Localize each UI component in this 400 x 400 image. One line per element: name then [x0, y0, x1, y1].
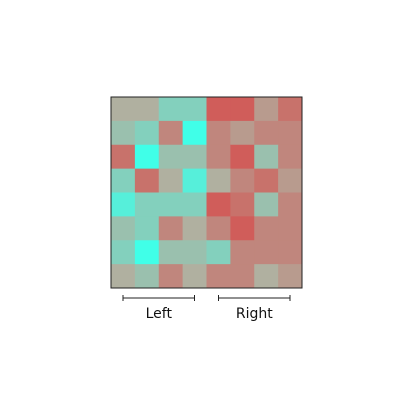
heatmap-cell-r1-c4 [206, 120, 231, 146]
heatmap-cell-r1-c3 [182, 120, 207, 146]
heatmap-cell-r3-c6 [254, 168, 279, 193]
heatmap-cell-r7-c7 [278, 264, 303, 289]
heatmap-cell-r2-c6 [254, 144, 279, 170]
heatmap-cell-r0-c7 [278, 97, 303, 122]
heatmap-cell-r2-c3 [182, 144, 207, 170]
heatmap-cell-r1-c5 [230, 120, 255, 146]
plot-frame [110, 96, 303, 289]
heatmap-cell-r3-c4 [206, 168, 231, 193]
heatmap-cell-r6-c0 [111, 240, 136, 265]
heatmap-cell-r6-c5 [230, 240, 255, 265]
heatmap-cell-r0-c5 [230, 97, 255, 122]
heatmap-cell-r6-c4 [206, 240, 231, 265]
heatmap-cell-r7-c0 [111, 264, 136, 289]
heatmap-cell-r3-c1 [134, 168, 160, 193]
heatmap-cell-r5-c1 [134, 216, 160, 241]
heatmap-cell-r0-c2 [158, 97, 184, 122]
heatmap-cell-r4-c2 [158, 192, 184, 217]
group-label-left: Left [146, 306, 173, 322]
heatmap-cell-r0-c0 [111, 97, 136, 122]
heatmap-cell-r3-c2 [158, 168, 184, 193]
heatmap-cell-r3-c5 [230, 168, 255, 193]
heatmap-cell-r1-c7 [278, 120, 303, 146]
heatmap-cell-r6-c3 [182, 240, 207, 265]
heatmap-cell-r5-c5 [230, 216, 255, 241]
heatmap-cells [111, 97, 303, 289]
heatmap-cell-r6-c7 [278, 240, 303, 265]
heatmap-cell-r4-c7 [278, 192, 303, 217]
heatmap-cell-r3-c3 [182, 168, 207, 193]
heatmap-cell-r3-c0 [111, 168, 136, 193]
heatmap-cell-r2-c0 [111, 144, 136, 170]
heatmap-cell-r7-c4 [206, 264, 231, 289]
group-left: Left [122, 295, 195, 322]
heatmap-cell-r4-c4 [206, 192, 231, 217]
heatmap-cell-r7-c5 [230, 264, 255, 289]
heatmap-cell-r4-c5 [230, 192, 255, 217]
heatmap-cell-r7-c6 [254, 264, 279, 289]
heatmap-cell-r7-c1 [134, 264, 160, 289]
heatmap-cell-r4-c3 [182, 192, 207, 217]
heatmap-cell-r1-c6 [254, 120, 279, 146]
heatmap-cell-r6-c2 [158, 240, 184, 265]
heatmap-cell-r5-c7 [278, 216, 303, 241]
group-label-right: Right [236, 306, 273, 322]
group-right: Right [218, 295, 291, 322]
heatmap-cell-r1-c1 [134, 120, 160, 146]
heatmap-cell-r5-c2 [158, 216, 184, 241]
heatmap-cell-r4-c6 [254, 192, 279, 217]
heatmap-cell-r1-c2 [158, 120, 184, 146]
heatmap-cell-r0-c4 [206, 97, 231, 122]
heatmap-cell-r4-c1 [134, 192, 160, 217]
heatmap-cell-r7-c3 [182, 264, 207, 289]
heatmap-cell-r0-c6 [254, 97, 279, 122]
heatmap-cell-r0-c1 [134, 97, 160, 122]
heatmap-cell-r3-c7 [278, 168, 303, 193]
heatmap-cell-r7-c2 [158, 264, 184, 289]
heatmap-cell-r5-c3 [182, 216, 207, 241]
heatmap-cell-r2-c1 [134, 144, 160, 170]
heatmap-cell-r2-c5 [230, 144, 255, 170]
heatmap-cell-r6-c6 [254, 240, 279, 265]
heatmap-cell-r2-c2 [158, 144, 184, 170]
heatmap-cell-r2-c7 [278, 144, 303, 170]
heatmap-cell-r5-c4 [206, 216, 231, 241]
heatmap-cell-r2-c4 [206, 144, 231, 170]
group-brackets: Left Right [122, 295, 291, 322]
heatmap-cell-r0-c3 [182, 97, 207, 122]
heatmap-cell-r5-c6 [254, 216, 279, 241]
heatmap-cell-r6-c1 [134, 240, 160, 265]
heatmap-cell-r1-c0 [111, 120, 136, 146]
heatmap-cell-r5-c0 [111, 216, 136, 241]
heatmap-cell-r4-c0 [111, 192, 136, 217]
